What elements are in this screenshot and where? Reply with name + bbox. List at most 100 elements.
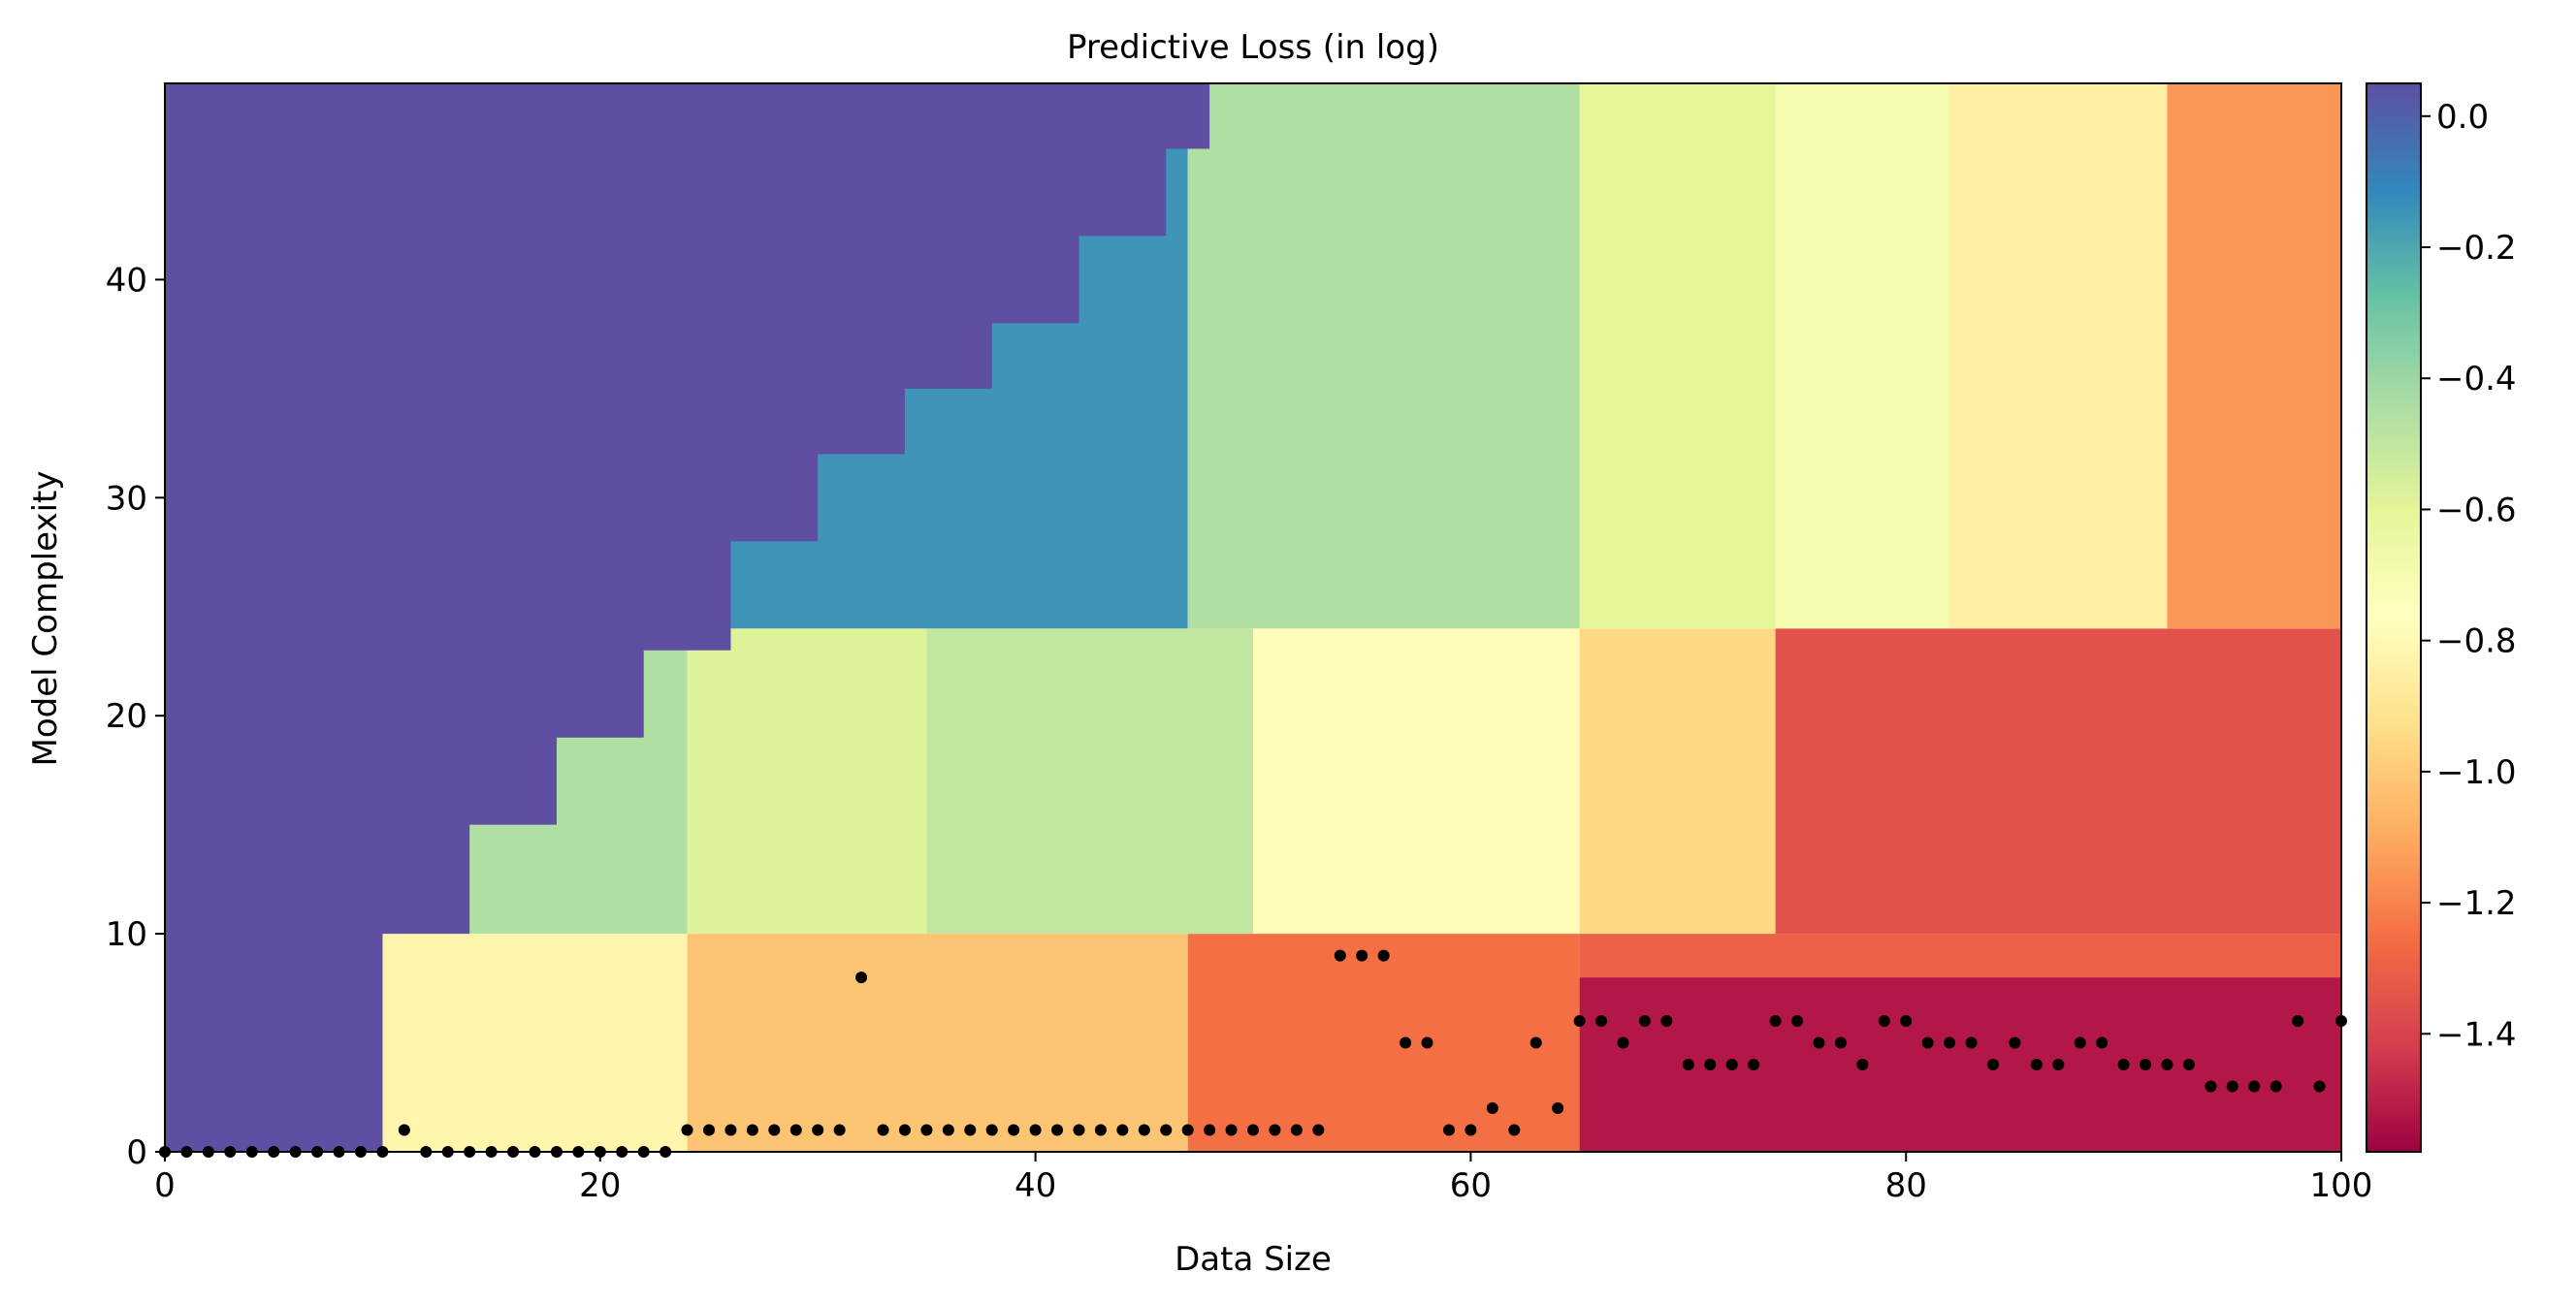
data-point-35 <box>920 1124 933 1136</box>
y-tick-label: 10 <box>106 915 147 954</box>
data-point-96 <box>2248 1080 2261 1093</box>
data-point-38 <box>985 1124 998 1136</box>
data-point-74 <box>1769 1015 1782 1028</box>
colorbar-tick-label: −1.4 <box>2436 1015 2517 1054</box>
data-point-99 <box>2313 1080 2326 1093</box>
data-point-44 <box>1116 1124 1129 1136</box>
data-point-64 <box>1552 1102 1564 1115</box>
x-tick-label: 20 <box>579 1166 621 1205</box>
data-point-98 <box>2292 1015 2304 1028</box>
data-point-56 <box>1377 949 1390 962</box>
data-point-95 <box>2226 1080 2238 1093</box>
y-tick-label: 0 <box>126 1133 147 1172</box>
x-axis-label: Data Size <box>1175 1240 1332 1279</box>
data-point-92 <box>2161 1059 2174 1071</box>
data-point-94 <box>2205 1080 2217 1093</box>
data-point-73 <box>1748 1059 1760 1071</box>
colorbar: 0.0 −0.2 −0.4 −0.6 −0.8 −1.0 −1.2 −1.4 <box>2366 82 2517 1153</box>
data-point-32 <box>855 971 868 984</box>
data-point-52 <box>1290 1124 1303 1136</box>
data-point-93 <box>2182 1059 2195 1071</box>
data-point-90 <box>2117 1059 2130 1071</box>
data-point-66 <box>1595 1015 1608 1028</box>
colorbar-tick-label: −0.4 <box>2436 360 2517 398</box>
data-point-78 <box>1856 1059 1869 1071</box>
x-tick-label: 40 <box>1014 1166 1056 1205</box>
data-point-76 <box>1813 1036 1825 1049</box>
chart-title: Predictive Loss (in log) <box>1067 28 1439 67</box>
data-point-70 <box>1682 1059 1694 1071</box>
data-point-59 <box>1442 1124 1455 1136</box>
data-point-36 <box>942 1124 954 1136</box>
data-point-11 <box>398 1124 410 1136</box>
data-point-34 <box>898 1124 911 1136</box>
x-tick-label: 80 <box>1885 1166 1927 1205</box>
data-point-30 <box>812 1124 824 1136</box>
heatmap-cell-17 <box>2167 83 2341 629</box>
data-point-68 <box>1638 1015 1651 1028</box>
data-point-62 <box>1508 1124 1521 1136</box>
data-point-97 <box>2270 1080 2282 1093</box>
colorbar-tick-label: −1.2 <box>2436 884 2517 923</box>
data-point-77 <box>1834 1036 1847 1049</box>
data-point-84 <box>1986 1059 1999 1071</box>
data-point-31 <box>833 1124 846 1136</box>
data-point-82 <box>1944 1036 1956 1049</box>
data-point-71 <box>1704 1059 1717 1071</box>
colorbar-tick-label: −0.2 <box>2436 229 2517 268</box>
data-point-41 <box>1051 1124 1064 1136</box>
data-point-24 <box>681 1124 693 1136</box>
data-point-65 <box>1573 1015 1586 1028</box>
data-point-42 <box>1073 1124 1085 1136</box>
y-tick-label: 20 <box>106 697 147 736</box>
data-point-88 <box>2074 1036 2086 1049</box>
data-point-79 <box>1878 1015 1890 1028</box>
data-point-87 <box>2052 1059 2065 1071</box>
data-point-29 <box>789 1124 802 1136</box>
data-point-55 <box>1356 949 1368 962</box>
colorbar-tick-label: −0.8 <box>2436 622 2517 661</box>
data-point-50 <box>1247 1124 1259 1136</box>
data-point-83 <box>1965 1036 1978 1049</box>
data-point-85 <box>2009 1036 2021 1049</box>
colorbar-tick-label: −0.6 <box>2436 491 2517 529</box>
data-point-39 <box>1008 1124 1020 1136</box>
data-point-89 <box>2096 1036 2109 1049</box>
data-point-25 <box>703 1124 715 1136</box>
data-point-54 <box>1334 949 1346 962</box>
y-tick-label: 40 <box>106 261 147 300</box>
data-point-43 <box>1094 1124 1107 1136</box>
data-point-75 <box>1791 1015 1803 1028</box>
data-point-81 <box>1921 1036 1934 1049</box>
y-tick-label: 30 <box>106 479 147 518</box>
data-point-51 <box>1269 1124 1281 1136</box>
y-axis: 0 10 20 30 40 <box>106 261 165 1172</box>
heatmap-cell-16 <box>1949 83 2168 629</box>
data-point-67 <box>1617 1036 1629 1049</box>
colorbar-tick-label: 0.0 <box>2436 98 2489 137</box>
data-point-40 <box>1029 1124 1042 1136</box>
y-axis-label: Model Complexity <box>26 471 65 767</box>
heatmap-cell-10 <box>1579 628 1776 935</box>
heatmap-cell-7 <box>687 628 927 935</box>
data-point-47 <box>1181 1124 1194 1136</box>
heatmap-cell-9 <box>1253 628 1580 935</box>
x-axis: 0 20 40 60 80 100 <box>154 1152 2372 1205</box>
data-point-69 <box>1660 1015 1673 1028</box>
heatmap-cell-11 <box>1775 628 2341 935</box>
data-point-61 <box>1486 1102 1498 1115</box>
data-point-26 <box>724 1124 737 1136</box>
data-point-45 <box>1138 1124 1150 1136</box>
data-point-46 <box>1160 1124 1173 1136</box>
data-point-60 <box>1465 1124 1477 1136</box>
heatmap-cell-14 <box>1579 83 1776 629</box>
masked-region <box>165 83 1210 1152</box>
colorbar-tick-label: −1.0 <box>2436 753 2517 792</box>
heatmap-cell-3 <box>1187 934 1580 1152</box>
x-tick-label: 60 <box>1450 1166 1492 1205</box>
heatmap-cell-15 <box>1775 83 1950 629</box>
data-point-53 <box>1312 1124 1325 1136</box>
data-point-48 <box>1204 1124 1216 1136</box>
data-point-86 <box>2030 1059 2043 1071</box>
